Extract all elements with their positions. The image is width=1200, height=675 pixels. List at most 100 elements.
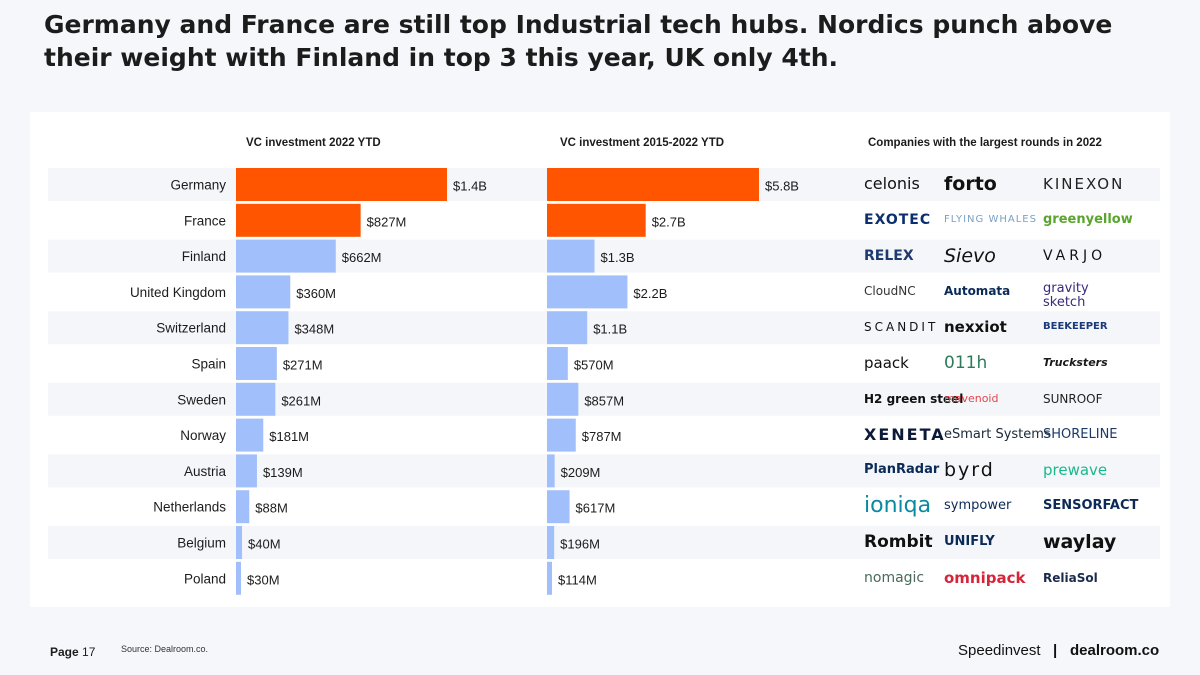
chart1-bar [236, 275, 291, 309]
chart2-bar [547, 275, 628, 309]
xeneta-logo: XENETA [864, 424, 946, 444]
row-band [48, 239, 1160, 273]
greenyellow-logo: greenyellow [1043, 211, 1133, 227]
shoreline-logo: SHORELINE [1043, 426, 1118, 442]
row-band [48, 311, 1160, 345]
chart1-bar [236, 347, 277, 380]
nexxiot-logo: nexxiot [944, 318, 1007, 337]
waylay-logo: waylay [1043, 531, 1117, 553]
exotec-logo: EXOTEC [864, 211, 932, 228]
chart1-value-label: $40M [248, 537, 281, 552]
chart1-value-label: $271M [283, 358, 323, 373]
chart2-bar [547, 239, 595, 273]
sensorfact-logo: SENSORFACT [1043, 498, 1139, 514]
chart1-bar [236, 382, 276, 416]
category-label: Poland [184, 571, 226, 586]
page-title: Germany and France are still top Industr… [44, 10, 1113, 72]
dealroom-logo: dealroom.co [1070, 642, 1160, 659]
011h-logo: 011h [944, 353, 988, 373]
chart2-value-label: $617M [576, 501, 616, 516]
forto-logo: forto [944, 173, 997, 195]
byrd-logo: byrd [944, 459, 995, 482]
chart1-bar [236, 526, 243, 559]
category-label: Finland [182, 249, 226, 264]
category-label: Belgium [177, 536, 226, 551]
category-label: Austria [184, 464, 227, 479]
chart2-value-label: $5.8B [765, 179, 799, 194]
trucksters-logo: Trucksters [1043, 356, 1108, 369]
category-label: Germany [170, 178, 226, 193]
chart2-title: VC investment 2015-2022 YTD [560, 137, 725, 149]
category-label: Norway [180, 428, 226, 443]
gravity-sketch-logo: gravity sketch [1043, 281, 1089, 311]
reliasol-logo: ReliaSol [1043, 570, 1098, 585]
chart2-value-label: $857M [584, 393, 624, 408]
chart2-bar [547, 311, 588, 345]
row-band [48, 454, 1160, 488]
chart1-bar [236, 490, 250, 524]
chart1-bar [236, 203, 361, 237]
sympower-logo: sympower [944, 498, 1012, 514]
planradar-logo: PlanRadar [864, 462, 940, 478]
chart2-value-label: $196M [560, 537, 600, 552]
speedinvest-logo: Speedinvest [958, 642, 1041, 659]
row-band [48, 561, 1160, 595]
unifly-logo: UNIFLY [944, 534, 995, 549]
chart1-value-label: $30M [247, 572, 280, 587]
flying-whales-logo: FLYING WHALES [944, 213, 1037, 225]
cloudnc-logo: CloudNC [864, 284, 916, 299]
chart1-bar [236, 454, 257, 488]
chart2-bar [547, 526, 555, 559]
rombit-logo: Rombit [864, 532, 933, 552]
chart1-title: VC investment 2022 YTD [246, 137, 381, 149]
esmart-systems-logo: eSmart Systems [944, 426, 1051, 442]
h2-green-steel-logo: H2 green steel [864, 391, 964, 406]
chart1-value-label: $827M [367, 214, 407, 229]
beekeeper-logo: BEEKEEPER [1043, 321, 1108, 333]
chart2-value-label: $2.7B [652, 214, 686, 229]
chart2-value-label: $787M [582, 429, 622, 444]
chart2-bar [547, 418, 576, 452]
row-band [48, 526, 1160, 559]
chart1-value-label: $139M [263, 465, 303, 480]
chart2-value-label: $1.1B [593, 322, 627, 337]
chart2-bar [547, 561, 552, 595]
sievo-logo: Sievo [944, 244, 996, 267]
chart1-value-label: $360M [296, 286, 336, 301]
chart2-bar [547, 203, 646, 237]
chart1-value-label: $181M [269, 429, 309, 444]
chart2-value-label: $209M [561, 465, 601, 480]
source-note: Source: Dealroom.co. [121, 644, 209, 654]
brand-separator: | [1053, 642, 1058, 659]
chart1-value-label: $261M [281, 393, 321, 408]
chart1-value-label: $88M [255, 501, 288, 516]
chart2-bar [547, 168, 759, 201]
chart2-value-label: $1.3B [601, 250, 635, 265]
chart2-bar [547, 454, 555, 488]
row-band [48, 382, 1160, 416]
chart2-value-label: $2.2B [633, 286, 667, 301]
chart2-value-label: $114M [558, 572, 597, 587]
row-band [48, 418, 1160, 452]
row-band [48, 490, 1160, 524]
kinexon-logo: KINEXON [1043, 175, 1125, 193]
scandit-logo: SCANDIT [864, 320, 939, 335]
ioniqa-logo: ioniqa [864, 493, 932, 519]
chart1-bar [236, 418, 264, 452]
chart1-bar [236, 561, 241, 595]
page-number: Page 17 [50, 645, 96, 659]
automata-logo: Automata [944, 284, 1011, 299]
chart2-bar [547, 347, 568, 380]
chart2-bar [547, 382, 579, 416]
omnipack-logo: omnipack [944, 568, 1026, 587]
chart1-value-label: $348M [294, 322, 334, 337]
relex-logo: RELEX [864, 247, 914, 264]
varjo-logo: VARJO [1043, 247, 1107, 264]
chart2-bar [547, 490, 570, 524]
paack-logo: paack [864, 354, 909, 372]
chart2-value-label: $570M [574, 358, 614, 373]
chart1-value-label: $1.4B [453, 179, 487, 194]
category-label: France [184, 213, 226, 228]
category-label: Switzerland [156, 321, 226, 336]
